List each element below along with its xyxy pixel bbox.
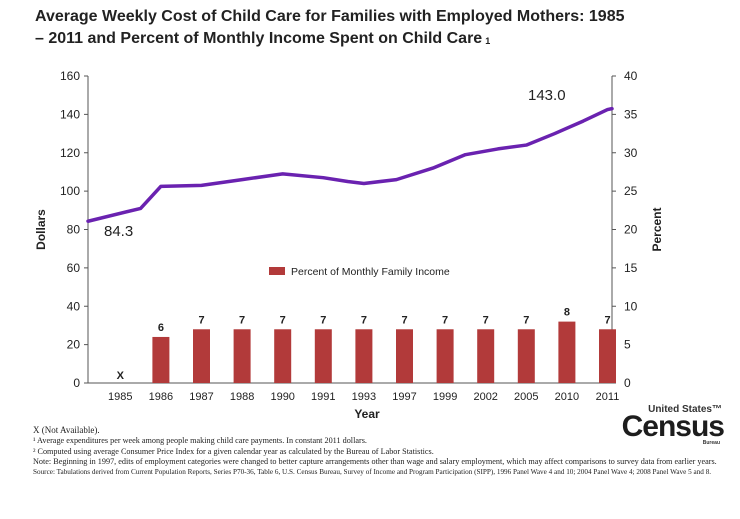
x-tick-label: 1988 — [230, 391, 254, 403]
bar — [396, 329, 413, 383]
x-tick-label: 2005 — [514, 391, 538, 403]
x-axis-title: Year — [354, 407, 380, 420]
bar-data-label: 7 — [483, 314, 489, 326]
note-1: ¹ Average expenditures per week among pe… — [33, 436, 367, 445]
bar-data-label: 7 — [198, 314, 204, 326]
bar — [233, 329, 251, 383]
line-start-label: 84.3 — [104, 223, 133, 240]
right-tick-label: 25 — [624, 184, 638, 198]
bar — [355, 329, 373, 383]
left-tick-label: 140 — [60, 107, 80, 121]
right-tick-label: 10 — [624, 299, 638, 313]
right-tick-label: 5 — [624, 338, 631, 352]
x-tick-label: 1985 — [108, 391, 132, 403]
chart-axes: 0 20 40 60 80 100 120 140 160 0 5 10 15 20 25 30 35 40 Dol… — [34, 69, 664, 420]
x-tick-label: 1987 — [189, 391, 213, 403]
source-note: Source: Tabulations derived from Current… — [33, 467, 712, 476]
bar-data-label: 7 — [239, 314, 245, 326]
y-axis-left-title: Dollars — [34, 209, 48, 250]
bar-data-label: 6 — [158, 322, 164, 334]
line-series — [86, 106, 614, 223]
note-2: ² Computed using average Consumer Price … — [33, 446, 434, 456]
footnotes: X (Not Available). ¹ Average expenditure… — [33, 424, 733, 477]
title-footnote-marker: 1 — [485, 36, 491, 46]
x-tick-label: 1993 — [352, 391, 376, 403]
chart-title: Average Weekly Cost of Child Care for Fa… — [35, 6, 635, 50]
legend-swatch — [269, 267, 285, 275]
logo-line1: United States™ — [648, 404, 722, 415]
x-tick-label: 2010 — [555, 391, 579, 403]
bar — [193, 329, 210, 383]
chart-area: 0 20 40 60 80 100 120 140 160 0 5 10 15 20 25 30 35 40 Dol… — [34, 69, 664, 420]
line-end-label: 143.0 — [528, 87, 566, 104]
bar-data-label: 7 — [280, 314, 286, 326]
bar — [436, 329, 454, 383]
x-tick-label: 1997 — [392, 391, 416, 403]
bar-series — [152, 321, 616, 383]
chart-title-text: Average Weekly Cost of Child Care for Fa… — [35, 8, 625, 47]
right-tick-label: 20 — [624, 223, 638, 237]
bar-data-label: 8 — [564, 307, 570, 319]
bar — [599, 329, 616, 383]
bar-data-label: 7 — [442, 314, 448, 326]
bar — [477, 329, 495, 383]
bar-data-label: X — [117, 370, 125, 382]
left-tick-label: 120 — [60, 146, 80, 160]
bar-data-label: 7 — [604, 314, 610, 326]
cost-line — [86, 106, 614, 223]
bar — [274, 329, 292, 383]
x-tick-label: 1986 — [149, 391, 173, 403]
left-tick-label: 40 — [67, 299, 81, 313]
census-logo: United States™ Census Bureau — [622, 404, 726, 448]
logo-line3: Bureau — [702, 440, 720, 446]
bar-data-label: 7 — [320, 314, 326, 326]
bar-data-label: 7 — [523, 314, 529, 326]
y-axis-right-title: Percent — [650, 207, 664, 251]
right-tick-label: 35 — [624, 107, 638, 121]
left-tick-label: 100 — [60, 184, 80, 198]
right-tick-label: 15 — [624, 261, 638, 275]
x-tick-label: 1999 — [433, 391, 457, 403]
left-tick-label: 0 — [73, 376, 80, 390]
logo-line2: Census — [621, 410, 725, 443]
x-tick-label: 1990 — [270, 391, 294, 403]
left-tick-label: 60 — [67, 261, 81, 275]
chart-labels: X 6 7 7 7 7 7 7 7 7 7 8 7 84.3 143.0 Percent of Monthly… — [104, 87, 611, 382]
right-tick-label: 40 — [624, 69, 638, 83]
bar — [314, 329, 332, 383]
note-3: Note: Beginning in 1997, edits of employ… — [33, 457, 717, 467]
bar-data-label: 7 — [361, 314, 367, 326]
left-tick-label: 20 — [67, 338, 81, 352]
right-tick-label: 30 — [624, 146, 638, 160]
x-tick-label: 2011 — [596, 391, 620, 403]
bar — [152, 336, 170, 383]
left-tick-label: 80 — [67, 223, 81, 237]
right-tick-label: 0 — [624, 376, 631, 390]
note-not-available: X (Not Available). — [33, 425, 100, 435]
legend-label: Percent of Monthly Family Income — [291, 266, 450, 278]
bar — [517, 329, 535, 383]
left-tick-label: 160 — [60, 69, 80, 83]
bar-data-label: 7 — [401, 314, 407, 326]
x-tick-label: 1991 — [311, 391, 335, 403]
bar — [558, 321, 576, 383]
x-tick-label: 2002 — [473, 391, 497, 403]
